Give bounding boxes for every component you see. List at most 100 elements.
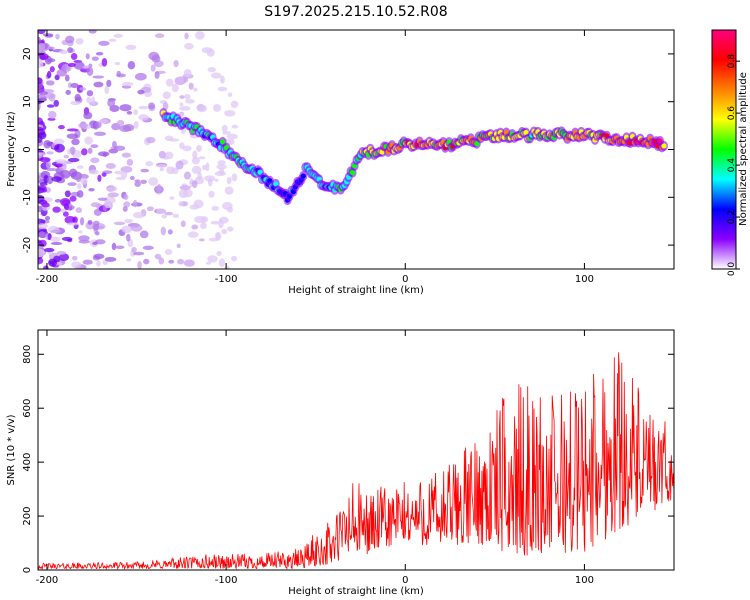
spectrogram-noise-blob <box>104 256 117 262</box>
spectrogram-noise-blob <box>138 105 149 110</box>
spectrogram-noise-blob <box>207 178 213 187</box>
spectrogram-noise-blob <box>133 120 139 129</box>
spectrogram-noise-blob <box>158 257 165 265</box>
spectrogram-noise-blob <box>151 54 161 63</box>
spectrogram-noise-blob <box>38 91 49 95</box>
spectrogram-noise-blob <box>120 170 128 179</box>
spectrogram-noise-blob <box>38 77 43 85</box>
spectrogram-noise-blob <box>207 255 218 263</box>
spectrogram-noise-blob <box>132 199 138 208</box>
spectrogram-noise-blob <box>169 196 175 200</box>
spectrogram-noise-blob <box>64 190 71 198</box>
spectrogram-noise-blob <box>197 171 202 181</box>
spectrogram-noise-blob <box>216 164 227 170</box>
spectrogram-noise-blob <box>148 177 159 186</box>
spectrogram-noise-blob <box>54 199 62 203</box>
spectrogram-noise-blob <box>154 71 160 79</box>
spectrogram-noise-blob <box>80 177 88 185</box>
spectrogram-noise-blob <box>183 69 192 78</box>
spectrogram-noise-blob <box>83 111 93 120</box>
spectrogram-noise-blob <box>41 202 50 208</box>
snr-xtick-label: -200 <box>36 575 59 586</box>
spectrogram-noise-blob <box>196 144 203 152</box>
snr-ytick-label: 200 <box>22 507 33 526</box>
spectrogram-noise-blob <box>58 124 65 130</box>
spectrogram-noise-blob <box>105 162 116 170</box>
spectrogram-noise-blob <box>134 181 141 187</box>
spectrogram-noise-blob <box>60 208 66 213</box>
spectrogram-noise-blob <box>123 201 131 208</box>
spectrogram-noise-blob <box>62 211 69 217</box>
spectrogram-noise-blob <box>54 74 60 81</box>
spectrogram-noise-blob <box>113 145 126 151</box>
spectrogram-noise-blob <box>193 199 204 209</box>
spectrogram-noise-blob <box>48 93 56 102</box>
spectrogram-noise-blob <box>87 147 93 154</box>
spectrogram-noise-blob <box>54 143 65 153</box>
spectrogram-noise-blob <box>191 224 199 230</box>
spectrogram-noise-blob <box>108 38 117 42</box>
spectrogram-noise-blob <box>67 62 76 68</box>
snr-xtick-label: 100 <box>575 575 594 586</box>
spectrogram-noise-blob <box>86 96 92 104</box>
spectrogram-noise-blob <box>104 200 112 209</box>
spectrogram-noise-blob <box>102 260 108 266</box>
spectrogram-noise-blob <box>210 72 222 79</box>
spectrogram-noise-blob <box>121 152 132 158</box>
spectrogram-noise-blob <box>71 261 82 269</box>
spectrogram-noise-blob <box>88 169 99 175</box>
spectrogram-noise-blob <box>115 245 125 250</box>
spectrogram-noise-blob <box>56 69 68 77</box>
spectrogram-ytick-label: 0 <box>22 146 33 152</box>
spectrogram-noise-blob <box>119 125 132 133</box>
spectrogram-noise-blob <box>73 61 85 70</box>
spectrogram-noise-blob <box>38 131 47 140</box>
spectrogram-noise-blob <box>63 154 70 159</box>
spectrogram-noise-blob <box>183 259 195 267</box>
spectrogram-noise-blob <box>131 247 137 253</box>
spectrogram-noise-blob <box>214 178 219 182</box>
spectrogram-noise-blob <box>184 98 195 104</box>
spectrogram-noise-blob <box>92 223 100 231</box>
spectrogram-ridge-cell <box>661 143 667 149</box>
snr-xtick-label: -100 <box>215 575 238 586</box>
spectrogram-noise-blob <box>67 182 77 187</box>
spectrogram-noise-blob <box>82 259 93 265</box>
spectrogram-noise-blob <box>107 98 116 108</box>
spectrogram-noise-blob <box>55 33 60 40</box>
spectrogram-noise-blob <box>43 247 55 253</box>
spectrogram-noise-blob <box>123 194 129 201</box>
spectrogram-noise-blob <box>52 206 61 213</box>
spectrogram-noise-blob <box>210 220 220 225</box>
spectrogram-noise-blob <box>142 245 154 250</box>
spectrogram-noise-blob <box>91 56 99 61</box>
spectrogram-noise-blob <box>114 170 122 175</box>
snr-ytick-label: 0 <box>22 567 33 573</box>
snr-ytick-label: 800 <box>22 345 33 364</box>
spectrogram-noise-blob <box>93 253 105 260</box>
spectrogram-noise-blob <box>85 53 90 60</box>
spectrogram-noise-blob <box>176 243 181 249</box>
spectrogram-noise-blob <box>79 173 89 180</box>
spectrogram-noise-blob <box>133 109 139 116</box>
spectrogram-noise-blob <box>68 168 78 178</box>
spectrogram-noise-blob <box>92 75 105 79</box>
spectrogram-noise-blob <box>164 211 174 216</box>
spectrogram-noise-blob <box>196 104 208 113</box>
spectrogram-noise-blob <box>75 175 82 182</box>
spectrogram-noise-blob <box>56 250 67 255</box>
spectrogram-noise-blob <box>113 221 126 226</box>
spectrogram-noise-blob <box>98 119 109 124</box>
spectrogram-noise-blob <box>230 100 239 109</box>
spectrogram-noise-blob <box>78 239 91 244</box>
spectrogram-noise-blob <box>38 223 48 229</box>
spectrogram-noise-blob <box>177 258 185 265</box>
spectrogram-noise-blob <box>159 167 164 172</box>
spectrogram-noise-blob <box>97 197 108 201</box>
spectrogram-noise-blob <box>88 30 97 34</box>
spectrogram-noise-blob <box>38 152 47 156</box>
spectrogram-noise-blob <box>140 168 150 173</box>
spectrogram-noise-blob <box>74 93 82 102</box>
spectrogram-noise-blob <box>222 130 231 135</box>
